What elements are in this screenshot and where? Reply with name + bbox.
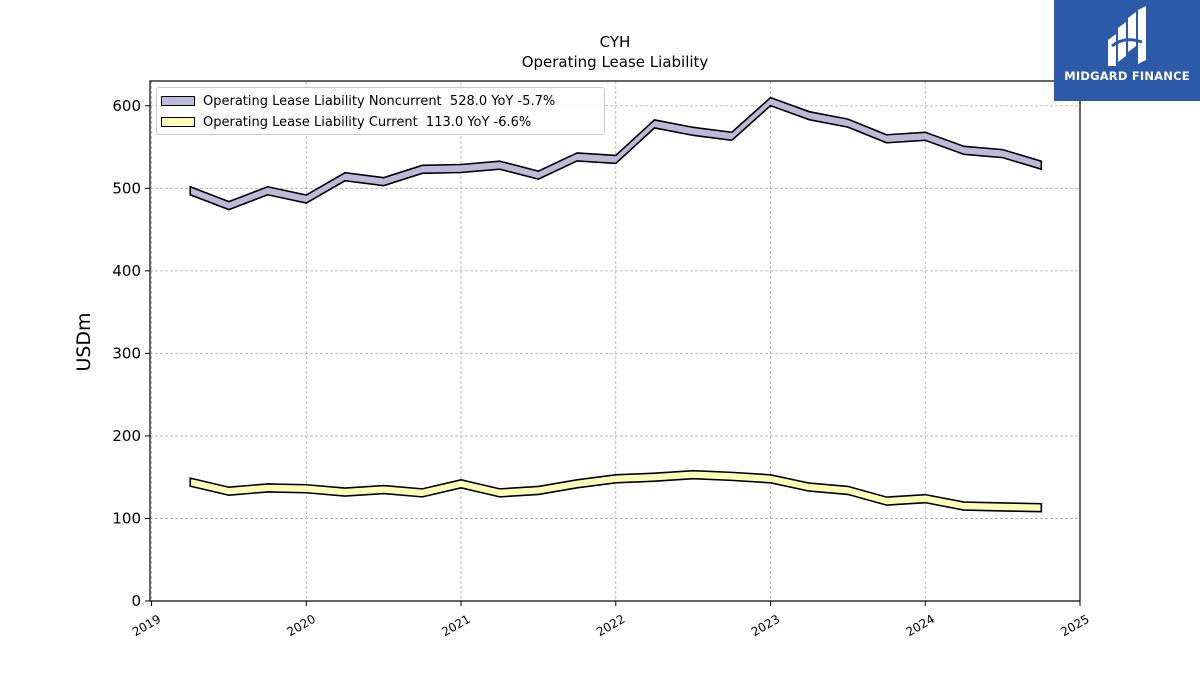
midgard-logo-icon [1108, 6, 1146, 66]
x-tick-label: 2022 [594, 612, 627, 639]
chart-subtitle: Operating Lease Liability [521, 53, 709, 71]
series-band-0 [189, 96, 1043, 211]
legend-item-noncurrent: Operating Lease Liability Noncurrent 528… [161, 92, 555, 110]
y-axis-label: USDm [73, 312, 95, 372]
logo-text: MIDGARD FINANCE [1064, 69, 1190, 83]
series-band-1 [189, 469, 1043, 513]
y-tick-label: 200 [112, 427, 141, 445]
y-tick-label: 0 [131, 592, 141, 610]
ticks: 0 100 200 300 400 500 600 2019 2020 2021 2022 2023 2… [112, 97, 1091, 639]
legend-label-noncurrent: Operating Lease Liability Noncurrent 528… [203, 93, 556, 109]
y-tick-label: 100 [112, 509, 141, 527]
legend-swatch-noncurrent [161, 96, 195, 106]
y-tick-label: 400 [112, 262, 141, 280]
plot-frame [149, 80, 1081, 602]
y-tick-label: 500 [112, 179, 141, 197]
y-tick-label: 600 [112, 97, 141, 115]
x-tick-label: 2020 [285, 612, 318, 639]
legend: Operating Lease Liability Noncurrent 528… [156, 87, 605, 135]
legend-swatch-current [161, 117, 195, 127]
x-tick-label: 2021 [439, 612, 472, 639]
series-layer [189, 96, 1043, 513]
legend-label-current: Operating Lease Liability Current 113.0 … [203, 114, 532, 130]
x-tick-label: 2019 [130, 612, 163, 639]
x-tick-label: 2024 [904, 612, 937, 639]
chart-title: CYH [599, 33, 631, 51]
midgard-finance-logo: MIDGARD FINANCE [1054, 0, 1200, 101]
y-tick-label: 300 [112, 344, 141, 362]
x-tick-label: 2023 [749, 612, 782, 639]
x-tick-label: 2025 [1058, 612, 1091, 639]
legend-item-current: Operating Lease Liability Current 113.0 … [161, 113, 531, 131]
